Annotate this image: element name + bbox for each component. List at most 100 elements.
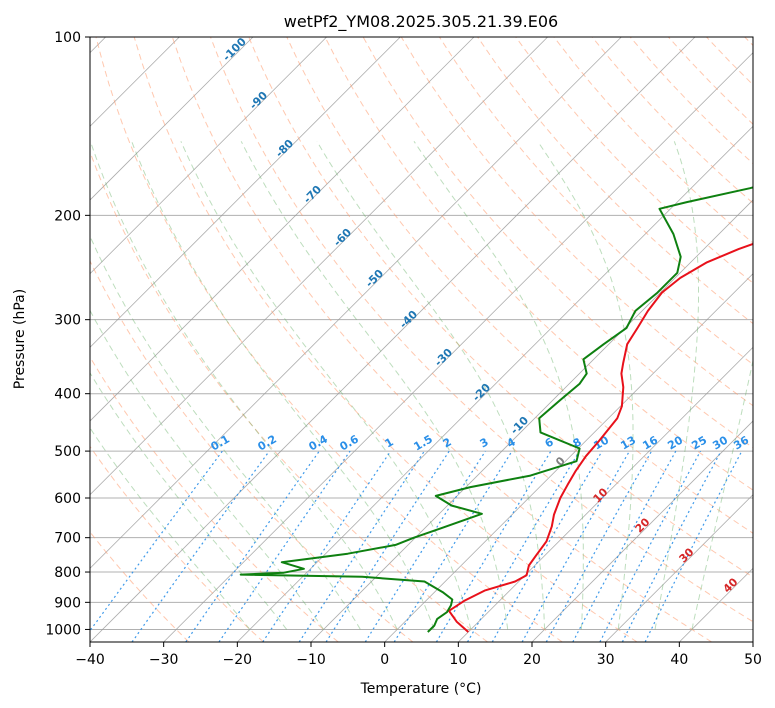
- mixing-ratio-line: [262, 450, 392, 642]
- mixing-ratio-line: [185, 450, 320, 642]
- moist-adiabat-line: [316, 141, 546, 630]
- isotherm-label: -50: [363, 267, 386, 290]
- isotherm-line: [605, 494, 753, 642]
- mixing-ratio-label: 0.2: [256, 432, 279, 453]
- dry-adiabat-line: [171, 37, 712, 642]
- dry-adiabat-line: [324, 37, 753, 491]
- x-tick-label: 10: [449, 652, 467, 668]
- mixing-ratio-label: 2: [441, 435, 454, 450]
- isotherm-line: [90, 37, 254, 201]
- x-tick-label: 50: [744, 652, 762, 668]
- isotherm-label: -100: [220, 35, 249, 64]
- mixing-ratio-line: [298, 450, 425, 642]
- mixing-ratio-label: 0.6: [338, 432, 362, 453]
- isotherm-line: [90, 37, 475, 422]
- mixing-ratio-line: [325, 450, 450, 642]
- mixing-ratio-label: 0.4: [307, 432, 331, 453]
- isotherm-line: [90, 37, 401, 348]
- x-tick-label: −30: [149, 652, 179, 668]
- x-tick-label: 20: [523, 652, 541, 668]
- dry-adiabat-line: [95, 37, 563, 642]
- moist-adiabat-line: [654, 141, 699, 630]
- isotherm-label: -60: [331, 226, 354, 249]
- isotherm-line: [90, 37, 327, 275]
- moist-adiabat-line: [180, 141, 472, 630]
- y-axis-ticks: 100 200 300 400 500 600 700 800 900 1000: [45, 30, 90, 638]
- x-tick-label: 40: [670, 652, 688, 668]
- y-tick-label: 200: [54, 208, 81, 224]
- isotherm-line: [90, 37, 548, 496]
- moist-adiabat-label: 30: [677, 545, 697, 565]
- isotherm-line: [237, 125, 753, 642]
- x-tick-label: −10: [296, 652, 326, 668]
- isotherm-line: [531, 420, 753, 642]
- moist-adiabat-label: 20: [633, 515, 653, 535]
- dry-adiabat-line: [90, 445, 264, 642]
- dry-adiabat-line: [210, 37, 753, 623]
- x-tick-label: 0: [380, 652, 389, 668]
- chart-title: wetPf2_YM08.2025.305.21.39.E06: [284, 12, 558, 32]
- moist-adiabat-label: 40: [721, 575, 741, 595]
- y-tick-label: 400: [54, 387, 81, 403]
- isotherm-label: -90: [247, 89, 270, 112]
- mixing-ratio-label: 36: [731, 433, 751, 452]
- mixing-ratio-line: [393, 450, 513, 642]
- moist-adiabat-line: [90, 427, 251, 630]
- isotherm-line: [458, 346, 753, 642]
- dry-adiabat-line: [90, 356, 339, 642]
- dry-adiabat-line: [553, 37, 753, 244]
- mixing-ratio-line: [545, 450, 653, 642]
- mixing-ratio-line: [364, 450, 486, 642]
- mixing-ratio-label: 30: [710, 433, 730, 452]
- mixing-ratio-label: 3: [478, 435, 491, 450]
- background-lines: [90, 37, 753, 642]
- isotherm-label: -40: [397, 308, 420, 331]
- dry-adiabat-line: [515, 37, 753, 284]
- y-axis-label: Pressure (hPa): [12, 289, 28, 389]
- x-tick-label: 30: [597, 652, 615, 668]
- moist-adiabat-line: [90, 371, 288, 630]
- dry-adiabat-line: [90, 150, 488, 642]
- mixing-ratio-line: [572, 450, 677, 642]
- y-tick-label: 700: [54, 531, 81, 547]
- mixing-ratio-label: 1: [383, 435, 396, 450]
- series-layer: [239, 186, 753, 633]
- moist-adiabat-line: [240, 141, 509, 630]
- temperature-profile-line: [448, 242, 753, 633]
- mixing-ratio-line: [435, 450, 552, 642]
- dry-adiabat-line: [286, 37, 753, 534]
- isotherm-line: [752, 641, 753, 642]
- isotherm-line: [384, 273, 753, 642]
- mixing-ratio-line: [491, 450, 603, 642]
- mixing-ratio-label: 13: [618, 434, 638, 453]
- plot-frame: [89, 36, 754, 643]
- mixing-ratio-line: [131, 450, 270, 642]
- dry-adiabat-line: [133, 37, 638, 642]
- y-tick-label: 1000: [45, 622, 81, 638]
- dry-adiabat-line: [744, 37, 753, 47]
- y-tick-label: 100: [54, 30, 81, 46]
- mixing-ratio-label: 1.5: [412, 432, 435, 453]
- dry-adiabat-line: [90, 259, 414, 642]
- x-tick-label: −40: [75, 652, 105, 668]
- isotherm-line: [163, 52, 753, 642]
- moist-adiabat-line: [90, 141, 398, 630]
- mixing-ratio-line: [521, 450, 631, 642]
- mixing-ratio-line: [466, 450, 580, 642]
- dry-adiabat-line: [706, 37, 753, 86]
- mixing-ratio-line: [599, 450, 702, 642]
- mixing-ratio-label: 10: [591, 433, 611, 452]
- y-tick-label: 300: [54, 313, 81, 329]
- isotherm-label: -10: [508, 414, 531, 437]
- moist-adiabat-line: [691, 358, 753, 630]
- mixing-ratio-line: [90, 450, 223, 632]
- y-tick-label: 900: [54, 595, 81, 611]
- mixing-ratio-label: 16: [640, 433, 660, 452]
- isotherm-label: -20: [470, 381, 493, 404]
- y-tick-label: 600: [54, 491, 81, 507]
- moist-adiabat-line: [90, 309, 325, 630]
- y-tick-label: 800: [54, 565, 81, 581]
- isotherm-line: [679, 567, 753, 642]
- mixing-ratio-line: [621, 450, 722, 642]
